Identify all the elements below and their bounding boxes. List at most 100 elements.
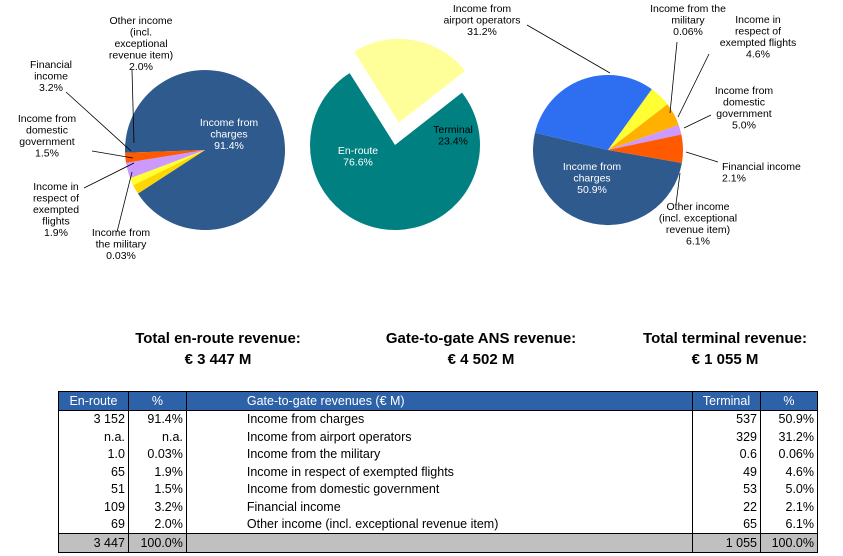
slice-label: Income from domestic government 1.5% — [18, 113, 77, 160]
slice-label: Financial income 3.2% — [30, 59, 72, 94]
cell-enroute: 65 — [58, 463, 129, 481]
slice-label: Income from airport operators 31.2% — [443, 3, 520, 38]
leader-line — [669, 41, 678, 114]
leader-line — [675, 172, 681, 205]
g2g-summary-title: Gate-to-gate ANS revenue: — [385, 330, 577, 347]
header-terminal: Terminal — [692, 391, 761, 411]
pie-slice — [125, 70, 286, 231]
cell-enroute: n.a. — [58, 428, 129, 446]
pie-slice — [126, 150, 205, 179]
pie-slice — [608, 124, 682, 150]
table-row: 1.0 0.03% Income from the military 0.6 0.06% — [58, 445, 819, 463]
cell-enroute: 3 152 — [58, 410, 129, 428]
enroute-summary: Total en-route revenue: € 3 447 M — [88, 330, 348, 368]
table-row: 3 152 91.4% Income from charges 537 50.9% — [58, 410, 819, 428]
cell-description: Financial income — [185, 498, 694, 516]
pie-slice — [125, 150, 205, 163]
cell-terminal-pct: 5.0% — [759, 480, 819, 498]
cell-description: Other income (incl. exceptional revenue … — [185, 515, 694, 534]
table-row: n.a. n.a. Income from airport operators 329… — [58, 428, 819, 446]
leader-line — [65, 91, 132, 152]
table-row: 65 1.9% Income in respect of exempted flig… — [58, 463, 819, 481]
slice-label: Income from charges 50.9% — [563, 161, 622, 196]
cell-terminal-pct: 31.2% — [759, 428, 819, 446]
pie-slice — [608, 134, 683, 164]
slice-label: Income from domestic government 5.0% — [715, 85, 774, 132]
leader-line — [685, 151, 719, 163]
g2g-summary: Gate-to-gate ANS revenue: € 4 502 M — [351, 330, 611, 368]
leader-line — [116, 171, 133, 233]
cell-description: Income from airport operators — [185, 428, 694, 446]
pie-slice — [535, 75, 652, 150]
header-enroute-pct: % — [127, 391, 187, 411]
cell-terminal: 22 — [692, 498, 761, 516]
table-row: 69 2.0% Other income (incl. exceptional re… — [58, 515, 819, 534]
cell-terminal: 329 — [692, 428, 761, 446]
g2g-summary-value: € 4 502 M — [447, 351, 515, 368]
total-enroute-pct: 100.0% — [127, 533, 187, 553]
pie-slice — [130, 150, 205, 186]
cell-enroute-pct: 1.5% — [127, 480, 187, 498]
pie-slice — [133, 150, 205, 194]
leader-line — [526, 24, 611, 74]
cell-terminal: 537 — [692, 410, 761, 428]
cell-enroute-pct: 1.9% — [127, 463, 187, 481]
cell-terminal-pct: 0.06% — [759, 445, 819, 463]
pie-slice — [532, 132, 682, 226]
slice-label: Financial income 2.1% — [722, 161, 801, 185]
slice-label: Other income (incl. exceptional revenue ite… — [109, 15, 173, 73]
terminal-summary: Total terminal revenue: € 1 055 M — [595, 330, 843, 368]
pie-slice — [608, 104, 679, 150]
slice-label: Income from charges 91.4% — [200, 117, 259, 152]
table-header-row: En-route % Gate-to-gate revenues (€ M) T… — [58, 391, 819, 411]
total-terminal-pct: 100.0% — [759, 533, 819, 553]
header-enroute: En-route — [58, 391, 129, 411]
table-row: 51 1.5% Income from domestic government 53 5… — [58, 480, 819, 498]
leader-line — [131, 69, 135, 144]
cell-enroute: 51 — [58, 480, 129, 498]
cell-enroute-pct: 3.2% — [127, 498, 187, 516]
cell-enroute-pct: 2.0% — [127, 515, 187, 534]
cell-terminal-pct: 50.9% — [759, 410, 819, 428]
cell-description: Income from domestic government — [185, 480, 694, 498]
revenue-table: En-route % Gate-to-gate revenues (€ M) T… — [58, 391, 819, 553]
slice-label: En-route 76.6% — [338, 145, 378, 169]
cell-enroute: 1.0 — [58, 445, 129, 463]
slice-label: Income from the military 0.06% — [650, 3, 726, 38]
cell-terminal: 65 — [692, 515, 761, 534]
slice-label: Income in respect of exempted flights 4.6% — [720, 14, 796, 61]
leader-line — [677, 53, 710, 118]
slice-label: Income in respect of exempted flights 1.9% — [33, 181, 79, 239]
table-row: 109 3.2% Financial income 22 2.1% — [58, 498, 819, 516]
pie-slice — [310, 73, 481, 231]
cell-enroute: 69 — [58, 515, 129, 534]
terminal-summary-title: Total terminal revenue: — [643, 330, 807, 347]
cell-enroute-pct: 0.03% — [127, 445, 187, 463]
header-description: Gate-to-gate revenues (€ M) — [185, 391, 694, 411]
slice-label: Terminal 23.4% — [433, 124, 473, 148]
pie-slice — [352, 37, 467, 125]
table-total-row: 3 447 100.0% 1 055 100.0% — [58, 533, 819, 553]
enroute-summary-title: Total en-route revenue: — [135, 330, 301, 347]
cell-terminal: 49 — [692, 463, 761, 481]
cell-enroute-pct: n.a. — [127, 428, 187, 446]
leader-line — [91, 150, 134, 159]
cell-enroute-pct: 91.4% — [127, 410, 187, 428]
slice-label: Income from the military 0.03% — [92, 227, 151, 262]
cell-terminal: 0.6 — [692, 445, 761, 463]
cell-description: Income from charges — [185, 410, 694, 428]
enroute-summary-value: € 3 447 M — [184, 351, 252, 368]
pie-slice — [608, 89, 668, 150]
cell-terminal-pct: 6.1% — [759, 515, 819, 534]
total-terminal: 1 055 — [692, 533, 761, 553]
cell-terminal-pct: 4.6% — [759, 463, 819, 481]
cell-description: Income in respect of exempted flights — [185, 463, 694, 481]
cell-terminal-pct: 2.1% — [759, 498, 819, 516]
pie-charts: Income from charges 91.4% Income from the mi… — [18, 3, 801, 262]
leader-line — [83, 162, 135, 189]
slice-label: Other income (incl. exceptional revenue it… — [659, 201, 737, 248]
total-description — [185, 533, 694, 553]
header-terminal-pct: % — [759, 391, 819, 411]
cell-description: Income from the military — [185, 445, 694, 463]
cell-terminal: 53 — [692, 480, 761, 498]
